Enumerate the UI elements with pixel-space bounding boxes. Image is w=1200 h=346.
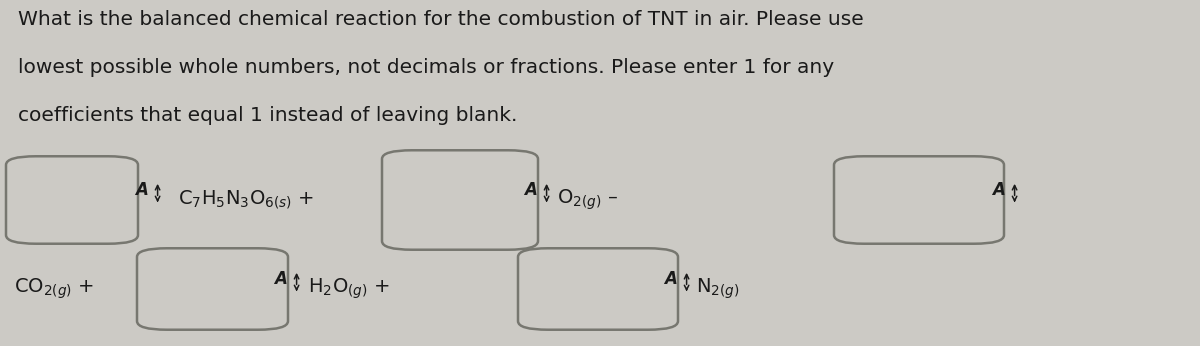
- Text: CO$_{2(g)}$ +: CO$_{2(g)}$ +: [14, 277, 95, 301]
- FancyBboxPatch shape: [137, 248, 288, 330]
- Text: A: A: [275, 270, 288, 288]
- Text: O$_{2(g)}$ –: O$_{2(g)}$ –: [557, 188, 618, 212]
- Text: A: A: [136, 181, 149, 199]
- Text: lowest possible whole numbers, not decimals or fractions. Please enter 1 for any: lowest possible whole numbers, not decim…: [18, 58, 834, 77]
- FancyBboxPatch shape: [382, 150, 538, 250]
- Text: What is the balanced chemical reaction for the combustion of TNT in air. Please : What is the balanced chemical reaction f…: [18, 10, 864, 29]
- FancyBboxPatch shape: [6, 156, 138, 244]
- Text: C$_7$H$_5$N$_3$O$_{6(s)}$ +: C$_7$H$_5$N$_3$O$_{6(s)}$ +: [178, 189, 314, 211]
- FancyBboxPatch shape: [834, 156, 1004, 244]
- FancyBboxPatch shape: [518, 248, 678, 330]
- Text: H$_2$O$_{(g)}$ +: H$_2$O$_{(g)}$ +: [308, 277, 390, 301]
- Text: A: A: [524, 181, 538, 199]
- Text: coefficients that equal 1 instead of leaving blank.: coefficients that equal 1 instead of lea…: [18, 106, 517, 125]
- Text: A: A: [992, 181, 1006, 199]
- Text: A: A: [665, 270, 678, 288]
- Text: N$_{2(g)}$: N$_{2(g)}$: [696, 277, 739, 301]
